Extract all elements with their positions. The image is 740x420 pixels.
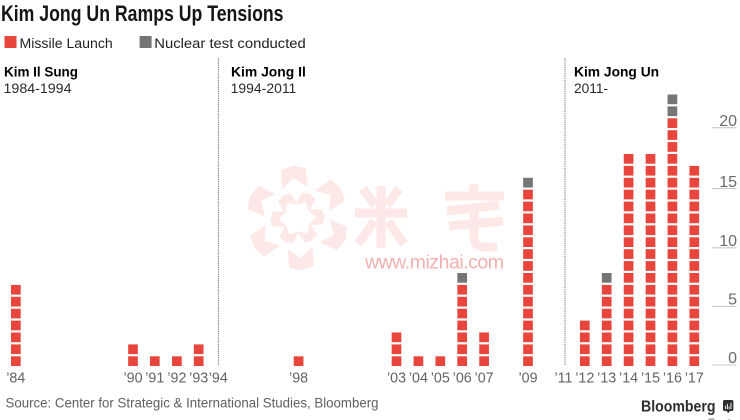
svg-text:Source: Center for Strategic &: Source: Center for Strategic & Internati… — [6, 395, 379, 411]
svg-text:’92: ’92 — [167, 371, 186, 387]
svg-text:’06: ’06 — [453, 371, 472, 387]
svg-text:1984-1994: 1984-1994 — [4, 81, 72, 96]
svg-text:’04: ’04 — [409, 371, 428, 387]
svg-text:’17: ’17 — [685, 371, 704, 387]
svg-text:’90: ’90 — [123, 371, 142, 387]
svg-text:Kim Jong Un: Kim Jong Un — [574, 65, 659, 80]
svg-text:2011-: 2011- — [574, 81, 608, 96]
svg-text:Nuclear test conducted: Nuclear test conducted — [154, 36, 305, 52]
svg-text:5: 5 — [728, 292, 737, 309]
svg-text:’12: ’12 — [575, 371, 594, 387]
svg-text:’07: ’07 — [475, 371, 494, 387]
svg-text:10: 10 — [719, 233, 737, 250]
svg-text:’09: ’09 — [518, 371, 537, 387]
svg-text:Missile Launch: Missile Launch — [20, 36, 113, 52]
svg-text:Bloomberg: Bloomberg — [641, 399, 716, 416]
svg-text:’11: ’11 — [554, 371, 572, 387]
svg-text:’91: ’91 — [145, 371, 164, 387]
svg-text:’84: ’84 — [6, 371, 25, 387]
svg-text:1994-2011: 1994-2011 — [231, 81, 297, 96]
svg-text:’93: ’93 — [189, 371, 208, 387]
svg-text:’94: ’94 — [209, 371, 228, 387]
svg-text:’98: ’98 — [289, 371, 308, 387]
svg-text:Kim Jong Un Ramps Up Tensions: Kim Jong Un Ramps Up Tensions — [1, 1, 284, 26]
svg-text:’15: ’15 — [641, 371, 660, 387]
svg-text:15: 15 — [719, 174, 737, 191]
svg-text:0: 0 — [728, 350, 737, 367]
svg-text:www.mizhai.com: www.mizhai.com — [364, 251, 504, 273]
svg-text:Kim Jong Il: Kim Jong Il — [231, 65, 306, 80]
svg-text:20: 20 — [719, 113, 737, 130]
svg-text:’13: ’13 — [597, 371, 616, 387]
svg-text:’05: ’05 — [431, 371, 450, 387]
svg-text:’16: ’16 — [663, 371, 682, 387]
svg-text:’14: ’14 — [619, 371, 638, 387]
svg-text:’03: ’03 — [387, 371, 406, 387]
svg-text:Kim Il Sung: Kim Il Sung — [4, 65, 78, 80]
